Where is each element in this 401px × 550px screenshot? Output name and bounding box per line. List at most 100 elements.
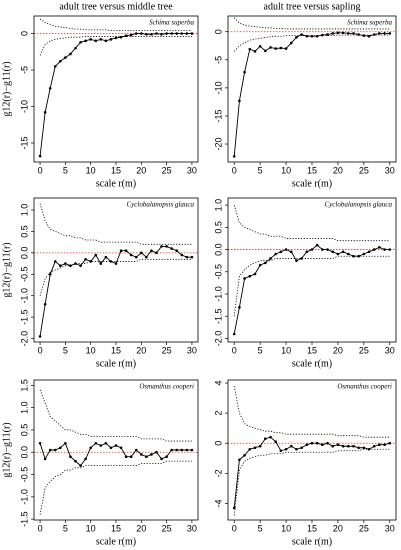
point (74, 46, 77, 50)
point (64, 442, 67, 445)
y-tick-label: 1.5 (19, 379, 29, 392)
y-tick-label: 2 (213, 411, 223, 416)
point (284, 47, 288, 50)
x-axis-label: scale r(m) (292, 178, 332, 189)
y-tick-label: -15 (213, 109, 223, 122)
x-tick-label: 0 (38, 345, 43, 355)
y-tick-label: -1.0 (213, 286, 223, 302)
x-tick-label: 30 (187, 165, 197, 175)
x-tick-label: 0 (232, 523, 237, 533)
point (170, 32, 173, 35)
point (269, 257, 272, 260)
point (99, 262, 103, 265)
annotation: Cyclobalanopsis glauca (325, 201, 393, 209)
point (69, 455, 72, 458)
x-tick-label: 25 (162, 523, 172, 533)
point (336, 31, 340, 35)
point (155, 32, 158, 35)
point (94, 442, 98, 445)
point (109, 260, 113, 263)
x-tick-label: 5 (63, 345, 68, 355)
point (372, 444, 376, 448)
point (129, 455, 133, 458)
point (43, 302, 47, 306)
point (258, 263, 262, 267)
point (367, 34, 371, 38)
y-tick-label: 0 (213, 29, 223, 34)
point (43, 457, 47, 461)
point (331, 444, 335, 448)
envelope-line (233, 17, 390, 30)
y-tick-label: 0.5 (19, 225, 29, 238)
point (295, 447, 298, 451)
point (180, 32, 184, 35)
point (300, 257, 303, 260)
point (232, 332, 236, 336)
point (279, 250, 283, 254)
point (185, 32, 189, 35)
point (284, 248, 288, 251)
point (289, 444, 293, 448)
point (165, 455, 168, 458)
point (134, 448, 138, 452)
point (289, 41, 293, 45)
x-tick-label: 10 (281, 165, 291, 175)
point (253, 272, 257, 276)
point (258, 45, 262, 48)
point (388, 248, 392, 251)
point (38, 335, 42, 338)
point (238, 99, 241, 103)
point (289, 250, 293, 254)
point (170, 448, 173, 452)
point (346, 444, 350, 448)
point (279, 46, 283, 50)
x-tick-label: 15 (111, 345, 121, 355)
point (69, 52, 72, 56)
point (253, 50, 257, 53)
point (279, 449, 283, 453)
x-axis-label: scale r(m) (292, 536, 332, 547)
point (315, 441, 319, 445)
point (59, 446, 62, 450)
y-axis-label: g12(r)−g11(r) (1, 422, 12, 477)
y-tick-label: -5 (19, 66, 29, 74)
point (305, 250, 309, 254)
point (341, 250, 345, 254)
y-tick-label: -1.0 (19, 489, 29, 505)
point (232, 155, 236, 158)
point (134, 32, 138, 35)
y-tick-label: 0.5 (19, 424, 29, 437)
y-tick-label: -0.5 (19, 267, 29, 283)
point (140, 453, 143, 456)
envelope-line (233, 448, 390, 516)
y-tick-label: -10 (213, 81, 223, 94)
plot-frame (227, 379, 397, 521)
point (243, 453, 246, 457)
envelope-line (39, 203, 192, 245)
point (269, 435, 272, 439)
y-tick-label: -4 (213, 499, 223, 507)
point (274, 252, 278, 256)
point (160, 245, 163, 248)
x-tick-label: 30 (385, 345, 395, 355)
envelope-line (233, 255, 390, 317)
point (248, 274, 252, 278)
point (383, 248, 386, 251)
point (372, 248, 376, 251)
point (300, 446, 303, 450)
point (331, 250, 335, 254)
x-tick-label: 25 (162, 165, 172, 175)
point (165, 245, 168, 248)
point (305, 443, 309, 447)
x-tick-label: 15 (307, 345, 317, 355)
point (104, 255, 108, 259)
point (185, 448, 189, 452)
point (232, 506, 236, 510)
x-tick-label: 15 (111, 523, 121, 533)
point (124, 249, 128, 253)
point (114, 444, 118, 447)
point (383, 32, 386, 35)
point (295, 259, 298, 262)
plot-frame (227, 197, 397, 343)
